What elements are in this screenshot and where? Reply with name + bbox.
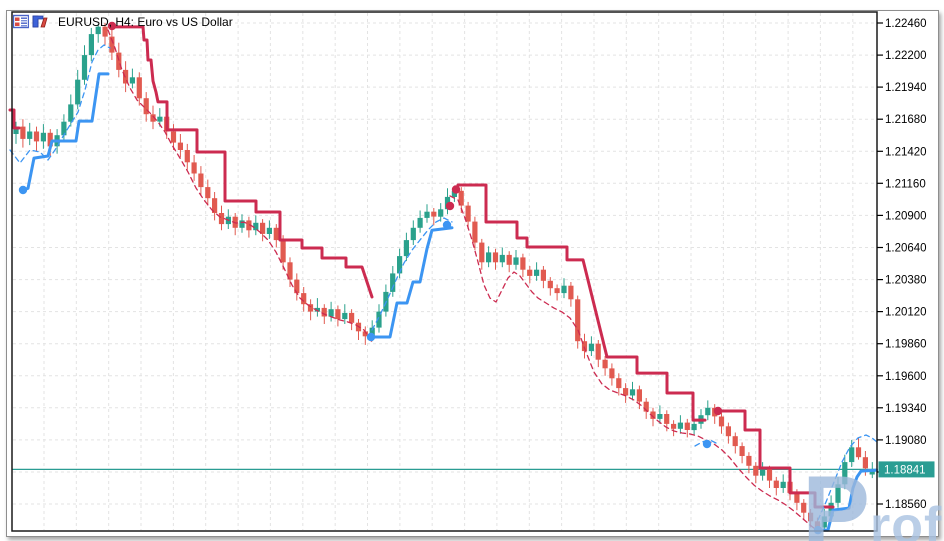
trend-up-1 (21, 72, 110, 192)
buy-signal-dot (702, 439, 712, 449)
svg-text:1.19860: 1.19860 (885, 339, 927, 351)
chart-window (6, 10, 939, 537)
signal-dots (18, 21, 823, 535)
bar-chart-icon[interactable] (32, 14, 48, 29)
svg-text:1.20640: 1.20640 (885, 243, 927, 255)
table-chart-icon[interactable] (12, 14, 30, 29)
price-axis-bg (878, 11, 937, 534)
svg-text:1.19340: 1.19340 (885, 403, 927, 415)
fast-up-1 (9, 44, 111, 164)
trend-down-1 (110, 25, 374, 299)
sell-signal-dot (713, 406, 723, 416)
svg-text:1.21680: 1.21680 (885, 114, 927, 126)
buy-signal-dot (442, 220, 452, 230)
svg-text:1.21940: 1.21940 (885, 82, 927, 94)
grid-vertical (43, 13, 854, 530)
trend-down-2b (716, 409, 835, 509)
sell-signal-dot (107, 21, 117, 31)
trend-down-2a (456, 183, 707, 422)
svg-text:1.20120: 1.20120 (885, 307, 927, 319)
fast-down-1 (107, 29, 373, 343)
fast-down-2 (449, 195, 819, 532)
trend-up-3 (816, 468, 879, 532)
trend-up-2 (369, 226, 454, 339)
svg-text:1.22460: 1.22460 (885, 18, 927, 30)
svg-text:1.21420: 1.21420 (885, 146, 927, 158)
svg-text:1.20900: 1.20900 (885, 210, 927, 222)
svg-text:1.19600: 1.19600 (885, 371, 927, 383)
sell-signal-dot (445, 201, 455, 211)
current-price-tag (878, 461, 935, 478)
svg-text:1.21160: 1.21160 (885, 178, 926, 190)
current-price-value: 1.18841 (884, 464, 926, 476)
svg-text:1.19080: 1.19080 (885, 435, 927, 447)
fast-up-3 (817, 434, 878, 521)
sell-signal-dot (451, 185, 461, 194)
buy-signal-dot (366, 332, 376, 342)
svg-text:1.22200: 1.22200 (885, 50, 927, 62)
chart-title: EURUSD, H4: Euro vs US Dollar (58, 14, 233, 29)
buy-signal-dot (18, 185, 28, 195)
buy-signal-dot (813, 525, 823, 535)
plot-frame (11, 11, 878, 532)
price-axis: 1.22460 1.22200 1.21940 1.21680 1.21420 1.211… (877, 18, 935, 511)
fast-up-2 (371, 217, 453, 331)
candles (13, 23, 875, 530)
grid-horizontal (13, 22, 876, 505)
svg-text:1.18560: 1.18560 (885, 499, 927, 511)
chart-title-bar: EURUSD, H4: Euro vs US Dollar (12, 14, 233, 29)
svg-text:1.20380: 1.20380 (885, 275, 927, 287)
indicator-lines (8, 25, 879, 532)
